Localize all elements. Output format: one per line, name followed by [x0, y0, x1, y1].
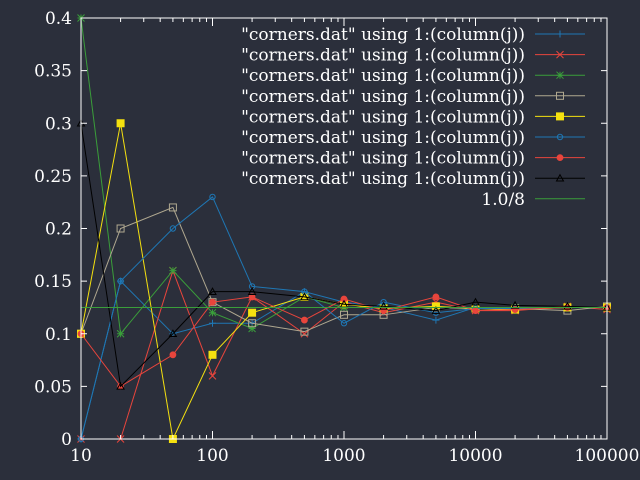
- data-point: [168, 329, 178, 338]
- data-point: [116, 119, 125, 128]
- legend-entry-4: "corners.dat" using 1:(column(j)): [241, 87, 585, 107]
- data-point: [380, 298, 387, 306]
- legend-label: "corners.dat" using 1:(column(j)): [241, 87, 525, 107]
- data-point: [208, 287, 217, 295]
- series-line: [80, 206, 608, 334]
- series-line: [80, 123, 608, 388]
- data-point: [431, 306, 441, 314]
- legend-entry-9: 1.0/8: [481, 190, 585, 210]
- y-tick-label: 0.4: [45, 9, 72, 29]
- data-point: [563, 301, 572, 310]
- data-point: [247, 287, 257, 295]
- legend-marker: [556, 91, 564, 100]
- x-tick-label: 10: [70, 446, 92, 466]
- legend-entry-3: "corners.dat" using 1:(column(j)): [241, 66, 585, 86]
- data-point: [209, 193, 216, 201]
- x-tick-label: 100000: [575, 446, 640, 466]
- data-point: [169, 266, 177, 275]
- data-point: [340, 320, 348, 327]
- legend-entry-2: "corners.dat" using 1:(column(j)): [241, 46, 585, 66]
- legend-marker: [556, 133, 564, 141]
- y-tick-label: 0.2: [45, 220, 72, 240]
- y-tick-label: 0.35: [34, 62, 72, 82]
- series-2: [77, 266, 611, 443]
- legend-marker: [556, 50, 564, 59]
- y-tick-label: 0.3: [45, 114, 72, 134]
- data-point: [432, 293, 440, 301]
- axes-layer: 0 0.05 0.1 0.15 0.2 0.25 0.3 0.35 0.4 10 100 1000 10…: [34, 9, 639, 466]
- legend-marker: [556, 71, 564, 80]
- data-point: [248, 308, 257, 317]
- data-point: [209, 319, 216, 327]
- y-tick-label: 0.15: [34, 272, 72, 292]
- data-point: [300, 327, 309, 336]
- legend-label: "corners.dat" using 1:(column(j)): [241, 25, 525, 45]
- y-tick-label: 0.25: [34, 167, 72, 187]
- series-7: [77, 293, 611, 390]
- legend-entry-5: "corners.dat" using 1:(column(j)): [241, 107, 585, 127]
- series-layer: [76, 14, 612, 443]
- legend-entry-7: "corners.dat" using 1:(column(j)): [241, 149, 585, 169]
- legend-marker: [556, 154, 564, 162]
- legend-label: "corners.dat" using 1:(column(j)): [241, 128, 525, 148]
- data-point: [169, 351, 177, 359]
- series-4: [77, 203, 611, 338]
- legend-label: "corners.dat" using 1:(column(j)): [241, 149, 525, 169]
- data-point: [379, 301, 388, 310]
- data-point: [300, 292, 309, 301]
- legend-label: "corners.dat" using 1:(column(j)): [241, 107, 525, 127]
- data-point: [116, 329, 125, 338]
- data-point: [301, 316, 308, 324]
- legend-entry-6: "corners.dat" using 1:(column(j)): [241, 128, 585, 148]
- data-point: [472, 307, 479, 314]
- data-point: [208, 371, 217, 380]
- data-point: [168, 203, 177, 212]
- data-point: [117, 277, 124, 285]
- x-tick-label: 10000: [448, 446, 502, 466]
- data-point: [208, 350, 217, 359]
- x-tick-label: 100: [196, 446, 228, 466]
- data-point: [169, 225, 177, 232]
- data-point: [510, 300, 520, 309]
- legend-label: "corners.dat" using 1:(column(j)): [241, 46, 525, 66]
- data-point: [471, 297, 480, 306]
- data-point: [432, 316, 440, 324]
- legend-label: 1.0/8: [481, 190, 525, 210]
- data-point: [116, 224, 125, 233]
- data-point: [340, 310, 348, 319]
- data-point: [340, 295, 348, 303]
- data-point: [248, 324, 256, 333]
- legend-marker: [556, 112, 564, 121]
- x-tick-label: 1000: [322, 446, 365, 466]
- legend-entry-1: "corners.dat" using 1:(column(j)): [241, 25, 585, 45]
- y-tick-label: 0.05: [34, 377, 72, 397]
- data-point: [116, 381, 125, 390]
- legend-entry-8: "corners.dat" using 1:(column(j)): [241, 169, 585, 189]
- legend-label: "corners.dat" using 1:(column(j)): [241, 66, 525, 86]
- legend-marker: [556, 30, 564, 38]
- y-tick-label: 0: [61, 430, 72, 450]
- data-point: [209, 298, 216, 306]
- legend: "corners.dat" using 1:(column(j))"corner…: [241, 25, 585, 210]
- data-point: [208, 308, 217, 317]
- legend-marker: [555, 173, 565, 182]
- y-tick-label: 0.1: [45, 325, 72, 345]
- data-point: [248, 319, 257, 328]
- data-point: [380, 307, 387, 314]
- legend-label: "corners.dat" using 1:(column(j)): [241, 169, 525, 189]
